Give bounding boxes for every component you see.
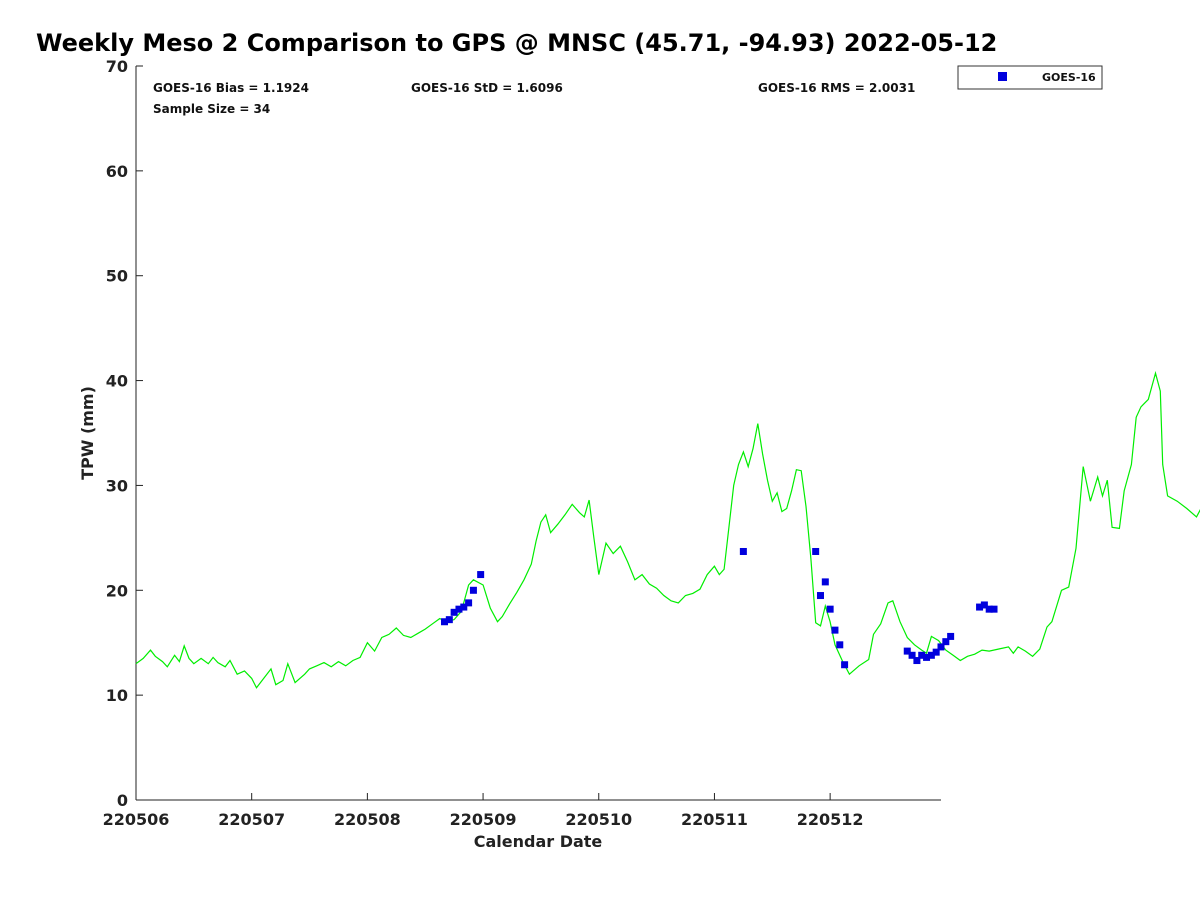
y-tick-label: 20 — [106, 581, 128, 600]
x-tick-label: 220510 — [565, 810, 632, 829]
x-tick-label: 220511 — [681, 810, 748, 829]
goes16-point — [816, 592, 824, 600]
goes16-point — [990, 605, 998, 613]
chart-title: Weekly Meso 2 Comparison to GPS @ MNSC (… — [36, 29, 998, 57]
goes16-point — [826, 605, 834, 613]
goes16-point — [903, 647, 911, 655]
y-tick-label: 10 — [106, 686, 128, 705]
y-tick-label: 70 — [106, 57, 128, 76]
x-tick-label: 220508 — [334, 810, 401, 829]
goes16-point — [947, 632, 955, 640]
goes16-point — [465, 599, 473, 607]
goes16-point — [980, 601, 988, 609]
goes16-point — [927, 651, 935, 659]
y-tick-label: 0 — [117, 791, 128, 810]
goes16-point — [831, 626, 839, 634]
legend-box — [957, 65, 1103, 90]
gps-line — [135, 370, 1200, 689]
goes16-point — [739, 547, 747, 555]
legend-label-goes16: GOES-16 — [1042, 71, 1096, 84]
legend-marker-goes16 — [998, 72, 1007, 81]
std-stat: GOES-16 StD = 1.6096 — [411, 81, 563, 95]
goes16-point — [918, 651, 926, 659]
goes16-point — [942, 638, 950, 646]
goes16-series — [441, 547, 998, 669]
goes16-point — [836, 641, 844, 649]
goes16-point — [923, 653, 931, 661]
goes16-point — [445, 616, 453, 624]
x-tick-label: 220506 — [103, 810, 170, 829]
goes16-point — [455, 605, 463, 613]
goes16-point — [441, 618, 449, 626]
goes16-point — [932, 648, 940, 656]
goes16-point — [469, 586, 477, 594]
bias-stat: GOES-16 Bias = 1.1924 — [153, 81, 309, 95]
goes16-point — [477, 571, 485, 579]
goes16-point — [460, 603, 468, 611]
gps-series — [135, 370, 1200, 689]
goes16-point — [841, 661, 849, 669]
y-tick-label: 50 — [106, 267, 128, 286]
sample-size-stat: Sample Size = 34 — [153, 102, 270, 116]
goes16-point — [812, 547, 820, 555]
axis-ticks: 0 10 20 30 40 50 60 70 220506 220507 220508 220509 2… — [103, 57, 864, 829]
goes16-point — [908, 651, 916, 659]
y-tick-label: 30 — [106, 476, 128, 495]
axes — [135, 66, 941, 801]
legend: GOES-16 — [957, 65, 1103, 90]
goes16-point — [450, 608, 458, 616]
y-tick-label: 60 — [106, 162, 128, 181]
x-tick-label: 220512 — [797, 810, 864, 829]
goes16-point — [913, 657, 921, 665]
goes16-point — [821, 578, 829, 586]
x-tick-label: 220509 — [450, 810, 517, 829]
x-tick-label: 220507 — [218, 810, 285, 829]
x-axis-label: Calendar Date — [474, 832, 603, 851]
goes16-point — [985, 605, 993, 613]
rms-stat: GOES-16 RMS = 2.0031 — [758, 81, 915, 95]
goes16-point — [976, 603, 984, 611]
y-axis-label: TPW (mm) — [78, 386, 97, 480]
y-tick-label: 40 — [106, 372, 128, 391]
goes16-point — [937, 643, 945, 651]
